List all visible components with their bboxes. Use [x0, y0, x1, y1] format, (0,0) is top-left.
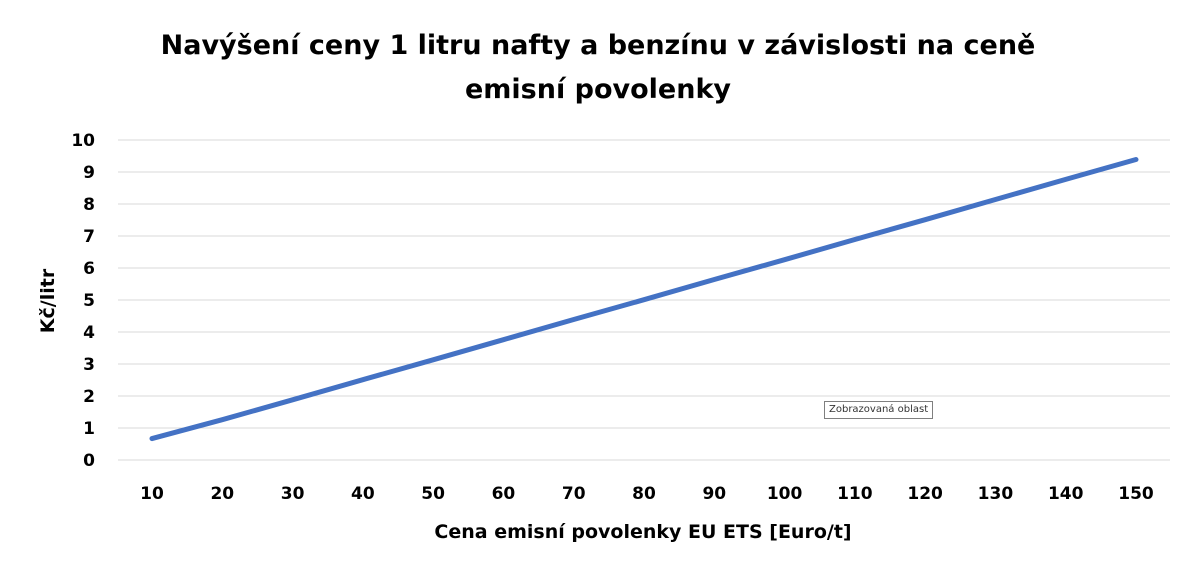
x-tick-label: 40: [351, 484, 375, 504]
y-tick-label: 5: [83, 291, 95, 311]
plot-area-tooltip: Zobrazovaná oblast: [824, 401, 934, 419]
series-line-0: [149, 157, 1139, 442]
y-tick-label: 9: [83, 163, 95, 183]
x-tick-label: 50: [421, 484, 445, 504]
x-tick-label: 140: [1048, 484, 1084, 504]
x-tick-label: 110: [837, 484, 873, 504]
x-tick-label: 60: [492, 484, 516, 504]
x-tick-label: 70: [562, 484, 586, 504]
x-tick-label: 120: [907, 484, 943, 504]
y-tick-label: 1: [83, 419, 95, 439]
x-tick-label: 100: [767, 484, 803, 504]
x-axis-title: Cena emisní povolenky EU ETS [Euro/t]: [434, 521, 851, 543]
x-tick-label: 20: [210, 484, 234, 504]
y-tick-label: 2: [83, 387, 95, 407]
y-tick-label: 6: [83, 259, 95, 279]
x-tick-label: 10: [140, 484, 164, 504]
chart-title-line-1: Navýšení ceny 1 litru nafty a benzínu v …: [160, 30, 1036, 61]
x-tick-label: 130: [978, 484, 1014, 504]
y-tick-label: 4: [83, 323, 95, 343]
y-tick-label: 3: [83, 355, 95, 375]
series-layer: [149, 157, 1139, 442]
x-tick-label: 30: [281, 484, 305, 504]
x-tick-label: 90: [702, 484, 726, 504]
y-axis-tick-labels: 0 1 2 3 4 5 6 7 8 9 10: [71, 131, 95, 471]
y-tick-label: 7: [83, 227, 95, 247]
y-tick-label: 10: [71, 131, 95, 151]
x-axis-tick-labels: 10 20 30 40 50 60 70 80 90 100 110 120 130 140 150: [140, 484, 1154, 504]
y-tick-label: 8: [83, 195, 95, 215]
grid-lines: [118, 139, 1170, 461]
y-axis-title: Kč/litr: [37, 268, 59, 333]
chart-title-line-2: emisní povolenky: [464, 74, 732, 105]
x-tick-label: 80: [632, 484, 656, 504]
x-tick-label: 150: [1118, 484, 1154, 504]
chart-title: Navýšení ceny 1 litru nafty a benzínu v …: [0, 24, 1196, 112]
y-tick-label: 0: [83, 451, 95, 471]
